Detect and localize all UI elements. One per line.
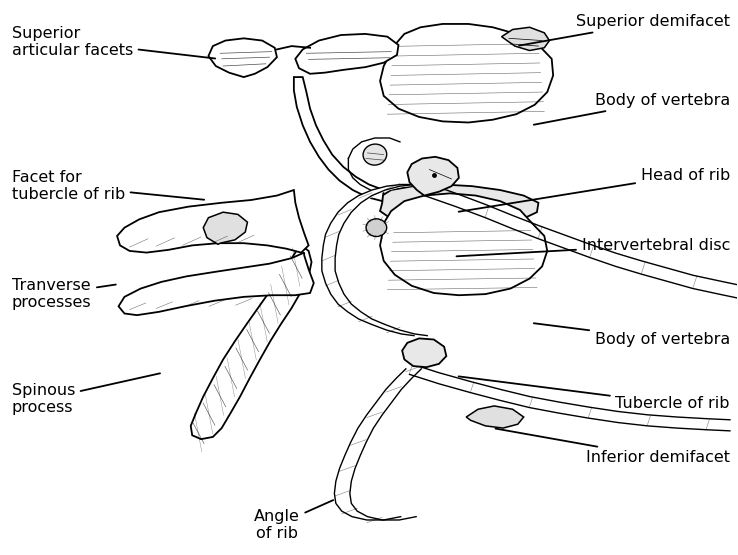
Polygon shape xyxy=(380,24,554,123)
Text: Angle
of rib: Angle of rib xyxy=(254,500,334,541)
Polygon shape xyxy=(466,406,524,428)
Polygon shape xyxy=(407,157,459,195)
Text: Intervertebral disc: Intervertebral disc xyxy=(457,238,730,256)
Text: Head of rib: Head of rib xyxy=(458,168,730,211)
Polygon shape xyxy=(208,38,277,77)
Text: Tubercle of rib: Tubercle of rib xyxy=(459,376,730,411)
Polygon shape xyxy=(294,77,384,201)
Text: Body of vertebra: Body of vertebra xyxy=(534,93,730,125)
Text: Superior
articular facets: Superior articular facets xyxy=(12,26,215,58)
Ellipse shape xyxy=(363,144,387,165)
Text: Spinous
process: Spinous process xyxy=(12,374,160,416)
Polygon shape xyxy=(402,339,446,367)
Text: Inferior demifacet: Inferior demifacet xyxy=(495,428,730,465)
Polygon shape xyxy=(117,190,308,253)
Text: Body of vertebra: Body of vertebra xyxy=(534,323,730,347)
Polygon shape xyxy=(203,212,247,244)
Ellipse shape xyxy=(366,219,387,236)
Polygon shape xyxy=(190,245,311,439)
Polygon shape xyxy=(380,184,539,223)
Polygon shape xyxy=(380,193,548,295)
Text: Tranverse
processes: Tranverse processes xyxy=(12,278,116,310)
Text: Superior demifacet: Superior demifacet xyxy=(519,14,730,46)
Polygon shape xyxy=(502,27,550,51)
Polygon shape xyxy=(295,34,399,74)
Polygon shape xyxy=(119,253,314,315)
Text: Facet for
tubercle of rib: Facet for tubercle of rib xyxy=(12,170,204,203)
